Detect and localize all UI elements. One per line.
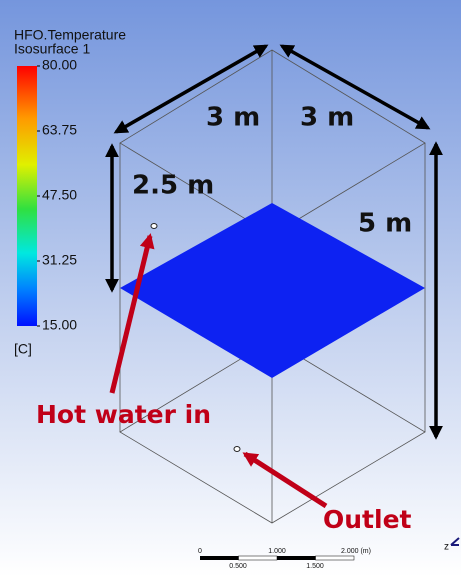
inlet-port — [151, 224, 157, 229]
scale-bar — [200, 556, 354, 560]
dimension-label: 5 m — [358, 209, 412, 239]
annotation: Outlet — [323, 505, 412, 534]
dimension-label: 2.5 m — [132, 171, 214, 201]
legend-label: 63.75 — [42, 122, 77, 138]
legend-subtitle: Isosurface 1 — [14, 41, 90, 57]
scale-label: 1.500 — [306, 563, 324, 570]
outlet-port — [234, 447, 240, 452]
dimension-label: 3 m — [206, 103, 260, 133]
legend-label: 15.00 — [42, 317, 77, 333]
scale-label: 0.500 — [229, 563, 247, 570]
screenshot: 3 m 3 m 2.5 m 5 m Hot water in Outlet HF… — [0, 0, 461, 577]
legend-label: 80.00 — [42, 57, 77, 73]
axis-label: z — [444, 542, 449, 553]
dimension-label: 3 m — [300, 103, 354, 133]
scale-label: 0 — [198, 548, 202, 555]
annotation: Hot water in — [36, 400, 211, 429]
scale-label: 2.000 (m) — [341, 548, 371, 555]
scale-label: 1.000 — [268, 548, 286, 555]
color-bar — [17, 66, 37, 326]
legend-label: 47.50 — [42, 187, 77, 203]
legend-unit: [C] — [14, 341, 32, 357]
legend-label: 31.25 — [42, 252, 77, 268]
